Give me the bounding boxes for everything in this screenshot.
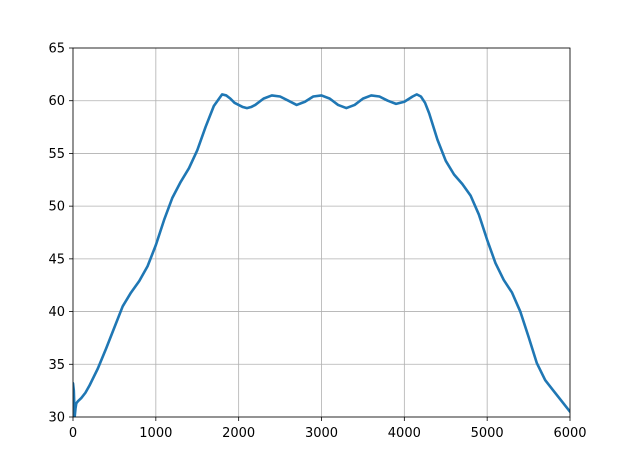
- y-tick-label: 60: [48, 94, 65, 109]
- series-line: [73, 93, 570, 417]
- ticks-layer: 0 1000 2000 3000 4000 5000 6000 30 35 40 45 50 55 60 6…: [48, 42, 586, 442]
- grid-layer: [72, 47, 571, 418]
- x-tick-label: 5000: [471, 426, 504, 441]
- y-tick-label: 65: [48, 42, 65, 57]
- y-tick-label: 50: [48, 200, 65, 215]
- x-tick-label: 6000: [553, 426, 586, 441]
- x-tick-label: 3000: [305, 426, 338, 441]
- x-tick-label: 2000: [222, 426, 255, 441]
- x-tick-label: 4000: [388, 426, 421, 441]
- y-tick-label: 55: [48, 147, 65, 162]
- y-tick-label: 45: [48, 252, 65, 267]
- x-tick-label: 1000: [139, 426, 172, 441]
- y-tick-label: 40: [48, 305, 65, 320]
- series-layer: [73, 93, 570, 417]
- y-tick-label: 35: [48, 358, 65, 373]
- y-tick-label: 30: [48, 411, 65, 426]
- x-tick-label: 0: [69, 426, 77, 441]
